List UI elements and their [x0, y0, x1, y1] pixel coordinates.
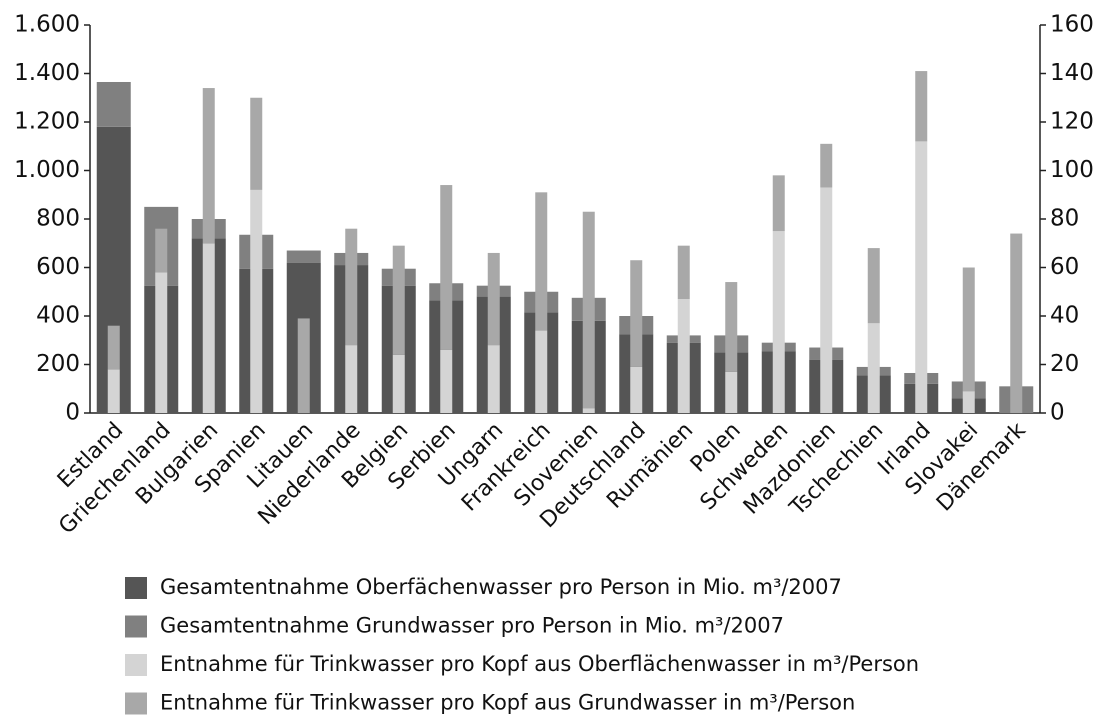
bar [772, 175, 785, 232]
bar [345, 345, 358, 413]
legend-label: Gesamtentnahme Oberfächenwasser pro Pers… [160, 575, 842, 599]
bar [535, 330, 548, 413]
legend-swatch [125, 654, 147, 676]
bar [107, 325, 120, 370]
bar [1010, 233, 1023, 413]
bar [250, 189, 263, 413]
y-tick-label: 1.200 [14, 109, 80, 135]
bar [487, 252, 500, 346]
y-tick-label: 600 [36, 254, 80, 280]
bar [107, 369, 120, 413]
bar [392, 245, 405, 355]
bar [582, 211, 595, 409]
bar [96, 81, 131, 127]
y2-tick-label: 140 [1050, 60, 1094, 86]
legend-swatch [125, 692, 147, 715]
legend-label: Entnahme für Trinkwasser pro Kopf aus Gr… [160, 691, 855, 715]
bar [677, 245, 690, 300]
bar [297, 318, 310, 413]
y-tick-label: 400 [36, 303, 80, 329]
bar [915, 141, 928, 413]
y-tick-label: 800 [36, 206, 80, 232]
bar [630, 260, 643, 367]
bar [202, 243, 215, 413]
bar [202, 88, 215, 244]
bar [630, 366, 643, 413]
y2-tick-label: 0 [1050, 400, 1065, 426]
bar [155, 272, 168, 413]
bar [677, 299, 690, 413]
legend-swatch [125, 615, 147, 638]
y2-tick-label: 20 [1050, 351, 1079, 377]
y2-tick-label: 60 [1050, 254, 1079, 280]
bar [915, 71, 928, 142]
bar [345, 228, 358, 346]
bar [487, 345, 500, 413]
legend-swatch [125, 577, 147, 599]
y2-tick-label: 40 [1050, 303, 1079, 329]
bar [440, 349, 453, 413]
bar [867, 248, 880, 324]
bar [582, 408, 595, 413]
y2-tick-label: 120 [1050, 109, 1094, 135]
y-tick-label: 1.600 [14, 12, 80, 38]
bar [962, 391, 975, 413]
legend-label: Gesamtentnahme Grundwasser pro Person in… [160, 614, 784, 638]
y2-tick-label: 160 [1050, 12, 1094, 38]
bar [820, 143, 833, 188]
bar [725, 282, 738, 372]
bar [725, 371, 738, 413]
legend-label: Entnahme für Trinkwasser pro Kopf aus Ob… [160, 652, 919, 676]
bar [867, 323, 880, 413]
bar [820, 187, 833, 413]
bar [962, 267, 975, 392]
bar [250, 97, 263, 190]
y2-tick-label: 100 [1050, 157, 1094, 183]
bar [155, 228, 168, 273]
y-tick-label: 200 [36, 351, 80, 377]
y-tick-label: 0 [65, 400, 80, 426]
y2-tick-label: 80 [1050, 206, 1079, 232]
y-tick-label: 1.400 [14, 60, 80, 86]
bar [772, 231, 785, 413]
bar [392, 354, 405, 413]
bar [286, 250, 321, 263]
bar [440, 185, 453, 350]
bar [535, 192, 548, 331]
y-tick-label: 1.000 [14, 157, 80, 183]
